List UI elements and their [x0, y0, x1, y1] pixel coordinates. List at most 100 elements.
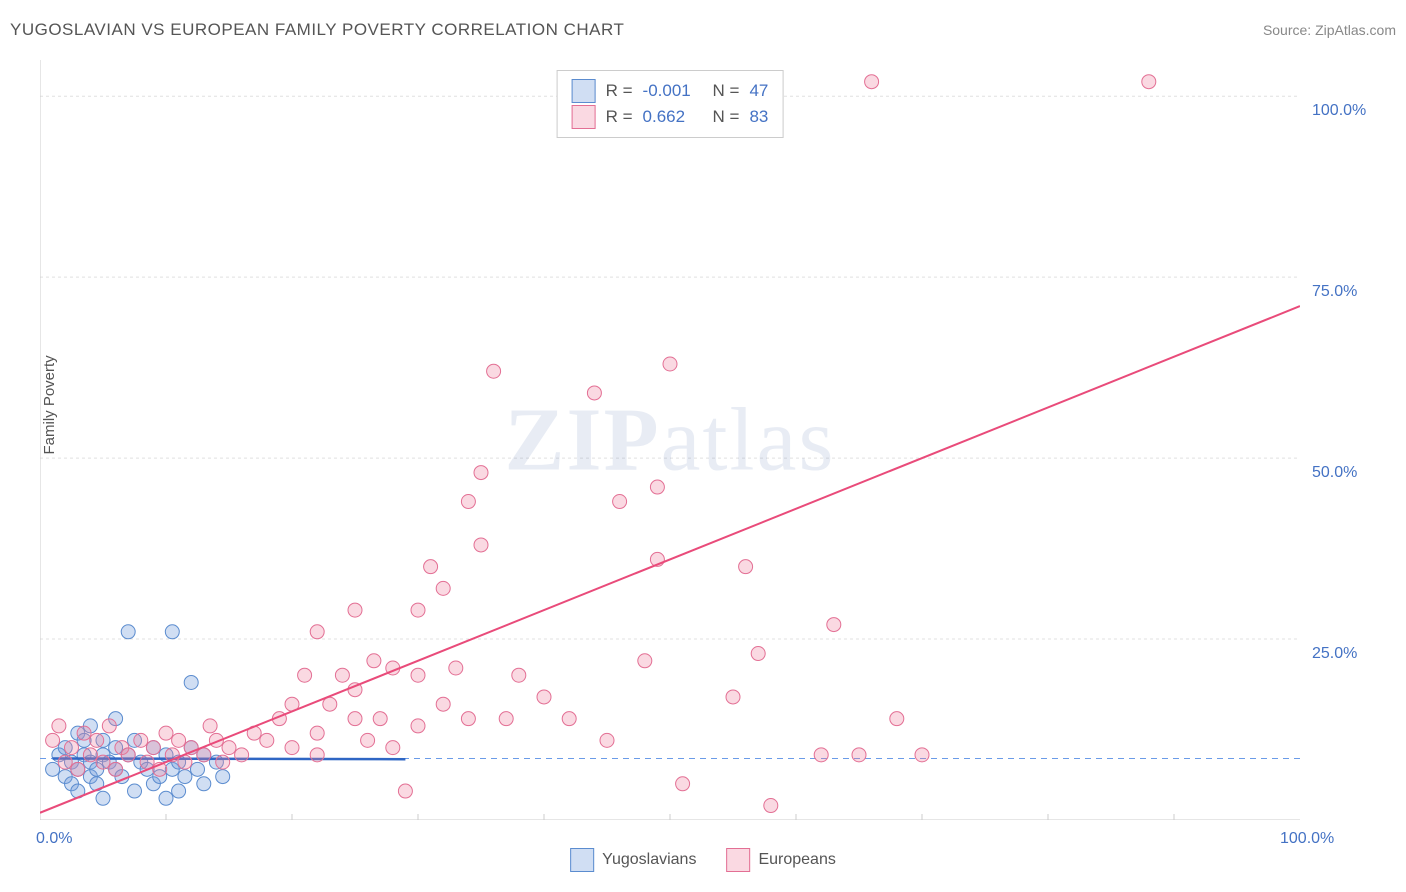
data-point-europeans	[121, 748, 135, 762]
n-value: 83	[749, 107, 768, 127]
y-tick-label: 100.0%	[1312, 102, 1366, 120]
data-point-europeans	[650, 480, 664, 494]
data-point-europeans	[814, 748, 828, 762]
y-tick-label: 50.0%	[1312, 464, 1357, 482]
data-point-europeans	[216, 755, 230, 769]
data-point-yugoslavians	[216, 770, 230, 784]
data-point-europeans	[90, 733, 104, 747]
data-point-europeans	[739, 560, 753, 574]
data-point-europeans	[96, 755, 110, 769]
data-point-europeans	[726, 690, 740, 704]
source-attribution: Source: ZipAtlas.com	[1263, 22, 1396, 38]
data-point-europeans	[461, 495, 475, 509]
data-point-europeans	[134, 733, 148, 747]
data-point-europeans	[1142, 75, 1156, 89]
legend-stat-row: R = 0.662 N = 83	[572, 105, 769, 129]
data-point-yugoslavians	[96, 791, 110, 805]
r-value: 0.662	[643, 107, 703, 127]
data-point-europeans	[411, 603, 425, 617]
legend-stat-row: R = -0.001 N = 47	[572, 79, 769, 103]
data-point-europeans	[499, 712, 513, 726]
legend-swatch	[726, 848, 750, 872]
data-point-europeans	[323, 697, 337, 711]
data-point-europeans	[865, 75, 879, 89]
data-point-europeans	[512, 668, 526, 682]
data-point-yugoslavians	[128, 784, 142, 798]
data-point-europeans	[203, 719, 217, 733]
data-point-europeans	[46, 733, 60, 747]
legend-series: Yugoslavians Europeans	[570, 848, 836, 872]
data-point-europeans	[159, 726, 173, 740]
data-point-yugoslavians	[191, 762, 205, 776]
data-point-europeans	[52, 719, 66, 733]
data-point-yugoslavians	[46, 762, 60, 776]
data-point-europeans	[613, 495, 627, 509]
data-point-europeans	[361, 733, 375, 747]
header: YUGOSLAVIAN VS EUROPEAN FAMILY POVERTY C…	[10, 20, 1396, 40]
data-point-yugoslavians	[184, 675, 198, 689]
n-value: 47	[749, 81, 768, 101]
data-point-yugoslavians	[121, 625, 135, 639]
data-point-europeans	[58, 755, 72, 769]
data-point-yugoslavians	[197, 777, 211, 791]
data-point-europeans	[676, 777, 690, 791]
legend-label: Europeans	[758, 851, 835, 869]
legend-label: Yugoslavians	[602, 851, 696, 869]
data-point-europeans	[751, 647, 765, 661]
data-point-yugoslavians	[159, 791, 173, 805]
data-point-europeans	[436, 581, 450, 595]
legend-swatch	[572, 105, 596, 129]
data-point-europeans	[436, 697, 450, 711]
data-point-europeans	[310, 726, 324, 740]
data-point-europeans	[487, 364, 501, 378]
data-point-europeans	[222, 741, 236, 755]
regression-line-europeans	[40, 306, 1300, 813]
data-point-europeans	[764, 799, 778, 813]
data-point-europeans	[71, 762, 85, 776]
data-point-europeans	[562, 712, 576, 726]
xmax-label: 100.0%	[1280, 830, 1334, 848]
chart-title: YUGOSLAVIAN VS EUROPEAN FAMILY POVERTY C…	[10, 20, 624, 40]
r-label: R =	[606, 81, 633, 101]
legend-statistics: R = -0.001 N = 47 R = 0.662 N = 83	[557, 70, 784, 138]
data-point-europeans	[449, 661, 463, 675]
origin-label: 0.0%	[36, 830, 72, 848]
data-point-europeans	[298, 668, 312, 682]
data-point-europeans	[852, 748, 866, 762]
n-label: N =	[713, 107, 740, 127]
data-point-europeans	[827, 618, 841, 632]
data-point-europeans	[310, 625, 324, 639]
data-point-europeans	[638, 654, 652, 668]
data-point-europeans	[65, 741, 79, 755]
data-point-yugoslavians	[178, 770, 192, 784]
n-label: N =	[713, 81, 740, 101]
data-point-europeans	[411, 719, 425, 733]
data-point-europeans	[398, 784, 412, 798]
data-point-europeans	[348, 603, 362, 617]
data-point-europeans	[77, 726, 91, 740]
data-point-europeans	[600, 733, 614, 747]
data-point-yugoslavians	[172, 784, 186, 798]
data-point-europeans	[102, 719, 116, 733]
y-tick-label: 75.0%	[1312, 283, 1357, 301]
data-point-europeans	[367, 654, 381, 668]
data-point-europeans	[424, 560, 438, 574]
data-point-yugoslavians	[165, 625, 179, 639]
data-point-europeans	[474, 538, 488, 552]
data-point-europeans	[310, 748, 324, 762]
data-point-europeans	[109, 762, 123, 776]
data-point-europeans	[537, 690, 551, 704]
y-tick-label: 25.0%	[1312, 645, 1357, 663]
r-value: -0.001	[643, 81, 703, 101]
data-point-europeans	[146, 741, 160, 755]
legend-swatch	[572, 79, 596, 103]
data-point-europeans	[348, 712, 362, 726]
data-point-europeans	[172, 733, 186, 747]
data-point-europeans	[474, 466, 488, 480]
r-label: R =	[606, 107, 633, 127]
data-point-europeans	[386, 741, 400, 755]
plot-area: ZIPatlas R = -0.001 N = 47 R = 0.662 N =…	[40, 60, 1300, 820]
data-point-europeans	[663, 357, 677, 371]
data-point-europeans	[890, 712, 904, 726]
data-point-europeans	[197, 748, 211, 762]
